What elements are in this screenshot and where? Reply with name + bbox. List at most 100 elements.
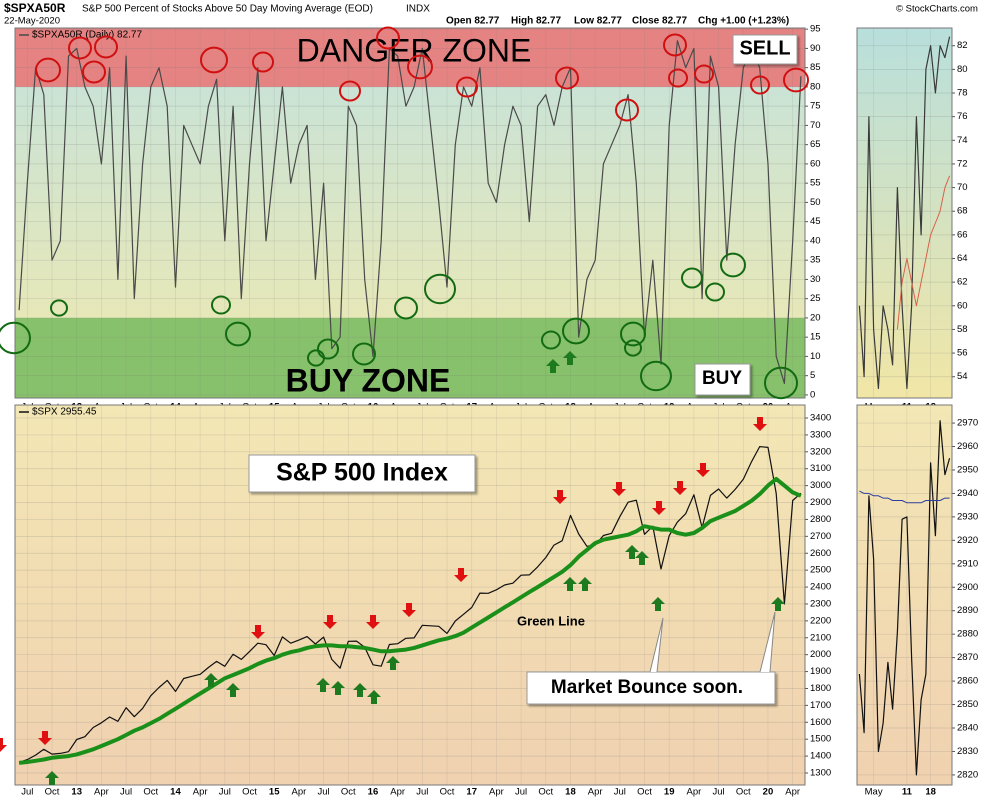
y-tick-label: 1900 bbox=[810, 666, 831, 677]
exchange: INDX bbox=[406, 4, 430, 15]
y-tick-label: 76 bbox=[957, 111, 968, 122]
sell-arrow bbox=[696, 463, 710, 477]
y-tick-label: 1300 bbox=[810, 768, 831, 779]
x-tick-label: Oct bbox=[143, 787, 158, 798]
sell-arrow bbox=[0, 738, 7, 752]
y-tick-label: 2100 bbox=[810, 632, 831, 643]
y-tick-label: 2840 bbox=[957, 723, 978, 734]
x-tick-label: Oct bbox=[242, 787, 257, 798]
x-tick-label: Oct bbox=[440, 787, 455, 798]
annotation: Green Line bbox=[517, 613, 585, 628]
y-tick-label: 58 bbox=[957, 324, 968, 335]
x-tick-label: 11 bbox=[902, 787, 913, 798]
x-tick-label: Jul bbox=[21, 787, 33, 798]
y-tick-label: 2200 bbox=[810, 615, 831, 626]
y-tick-label: 2400 bbox=[810, 582, 831, 593]
low: Low 82.77 bbox=[574, 16, 622, 27]
zone-band bbox=[15, 317, 805, 398]
highlight-circle bbox=[615, 98, 639, 122]
x-tick-label: 17 bbox=[466, 787, 477, 798]
y-tick-label: 55 bbox=[810, 178, 821, 189]
x-tick-label: 18 bbox=[925, 787, 936, 798]
panel-frame bbox=[14, 404, 806, 786]
series-line bbox=[18, 446, 802, 764]
x-tick-label: 13 bbox=[71, 787, 82, 798]
y-tick-label: 2700 bbox=[810, 531, 831, 542]
sell-arrow bbox=[612, 482, 626, 496]
y-tick-label: 72 bbox=[957, 158, 968, 169]
x-tick-label: Jul bbox=[120, 787, 132, 798]
sell-arrow bbox=[673, 481, 687, 495]
y-tick-label: 3300 bbox=[810, 429, 831, 440]
y-tick-label: 2940 bbox=[957, 488, 978, 499]
y-tick-label: 80 bbox=[810, 81, 821, 92]
y-tick-label: 2950 bbox=[957, 464, 978, 475]
x-tick-label: Oct bbox=[637, 787, 652, 798]
y-tick-label: 1600 bbox=[810, 717, 831, 728]
y-tick-label: 60 bbox=[810, 158, 821, 169]
y-tick-label: 65 bbox=[810, 139, 821, 150]
annotation-box bbox=[732, 34, 798, 65]
x-tick-label: 14 bbox=[170, 787, 181, 798]
highlight-circle bbox=[424, 273, 456, 305]
x-tick-label: Apr bbox=[94, 787, 109, 798]
y-tick-label: 2820 bbox=[957, 769, 978, 780]
y-tick-label: 3000 bbox=[810, 480, 831, 491]
sell-arrow bbox=[366, 615, 380, 629]
y-tick-label: 75 bbox=[810, 101, 821, 112]
x-tick-label: Oct bbox=[736, 787, 751, 798]
buy-arrow bbox=[316, 678, 330, 692]
highlight-circle bbox=[681, 267, 703, 289]
y-tick-label: 3400 bbox=[810, 413, 831, 424]
buy-arrow bbox=[367, 690, 381, 704]
highlight-circle bbox=[50, 299, 68, 317]
y-tick-label: 2600 bbox=[810, 548, 831, 559]
date: 22-May-2020 bbox=[4, 16, 60, 27]
x-tick-label: 18 bbox=[565, 787, 576, 798]
y-tick-label: 78 bbox=[957, 88, 968, 99]
x-tick-label: Apr bbox=[292, 787, 307, 798]
highlight-circle bbox=[394, 296, 418, 320]
buy-arrow bbox=[651, 597, 665, 611]
y-tick-label: 2860 bbox=[957, 676, 978, 687]
y-tick-label: 74 bbox=[957, 135, 968, 146]
y-tick-label: 2800 bbox=[810, 514, 831, 525]
highlight-circle bbox=[82, 60, 106, 84]
highlight-circle bbox=[624, 339, 642, 357]
buy-arrow bbox=[353, 683, 367, 697]
y-tick-label: 1700 bbox=[810, 700, 831, 711]
series-line bbox=[859, 490, 950, 504]
sell-arrow bbox=[652, 501, 666, 515]
x-tick-label: Jul bbox=[416, 787, 428, 798]
highlight-circle bbox=[252, 51, 274, 73]
y-tick-label: 20 bbox=[810, 312, 821, 323]
buy-arrow bbox=[578, 577, 592, 591]
x-tick-label: Oct bbox=[45, 787, 60, 798]
x-tick-label: 20 bbox=[763, 787, 774, 798]
y-tick-label: 1800 bbox=[810, 683, 831, 694]
x-tick-label: Oct bbox=[341, 787, 356, 798]
highlight-circle bbox=[764, 366, 798, 400]
buy-arrow bbox=[386, 656, 400, 670]
panel-frame bbox=[856, 27, 953, 399]
highlight-circle bbox=[562, 317, 590, 345]
highlight-circle bbox=[620, 321, 646, 347]
series-line bbox=[858, 420, 951, 776]
y-tick-label: 54 bbox=[957, 371, 968, 382]
highlight-circle bbox=[68, 36, 92, 60]
y-tick-label: 80 bbox=[957, 64, 968, 75]
sell-arrow bbox=[38, 731, 52, 745]
series-line bbox=[18, 40, 802, 384]
x-tick-label: Apr bbox=[588, 787, 603, 798]
y-tick-label: 10 bbox=[810, 351, 821, 362]
series-line bbox=[858, 36, 951, 390]
x-tick-label: Apr bbox=[489, 787, 504, 798]
buy-arrow bbox=[563, 351, 577, 365]
header: $SPXA50R S&P 500 Percent of Stocks Above… bbox=[4, 1, 978, 26]
annotation: SELL bbox=[739, 37, 790, 59]
sell-arrow bbox=[402, 603, 416, 617]
highlight-circle bbox=[663, 33, 687, 57]
buy-arrow bbox=[226, 683, 240, 697]
buy-arrow bbox=[635, 551, 649, 565]
symbol: $SPXA50R bbox=[4, 1, 66, 15]
